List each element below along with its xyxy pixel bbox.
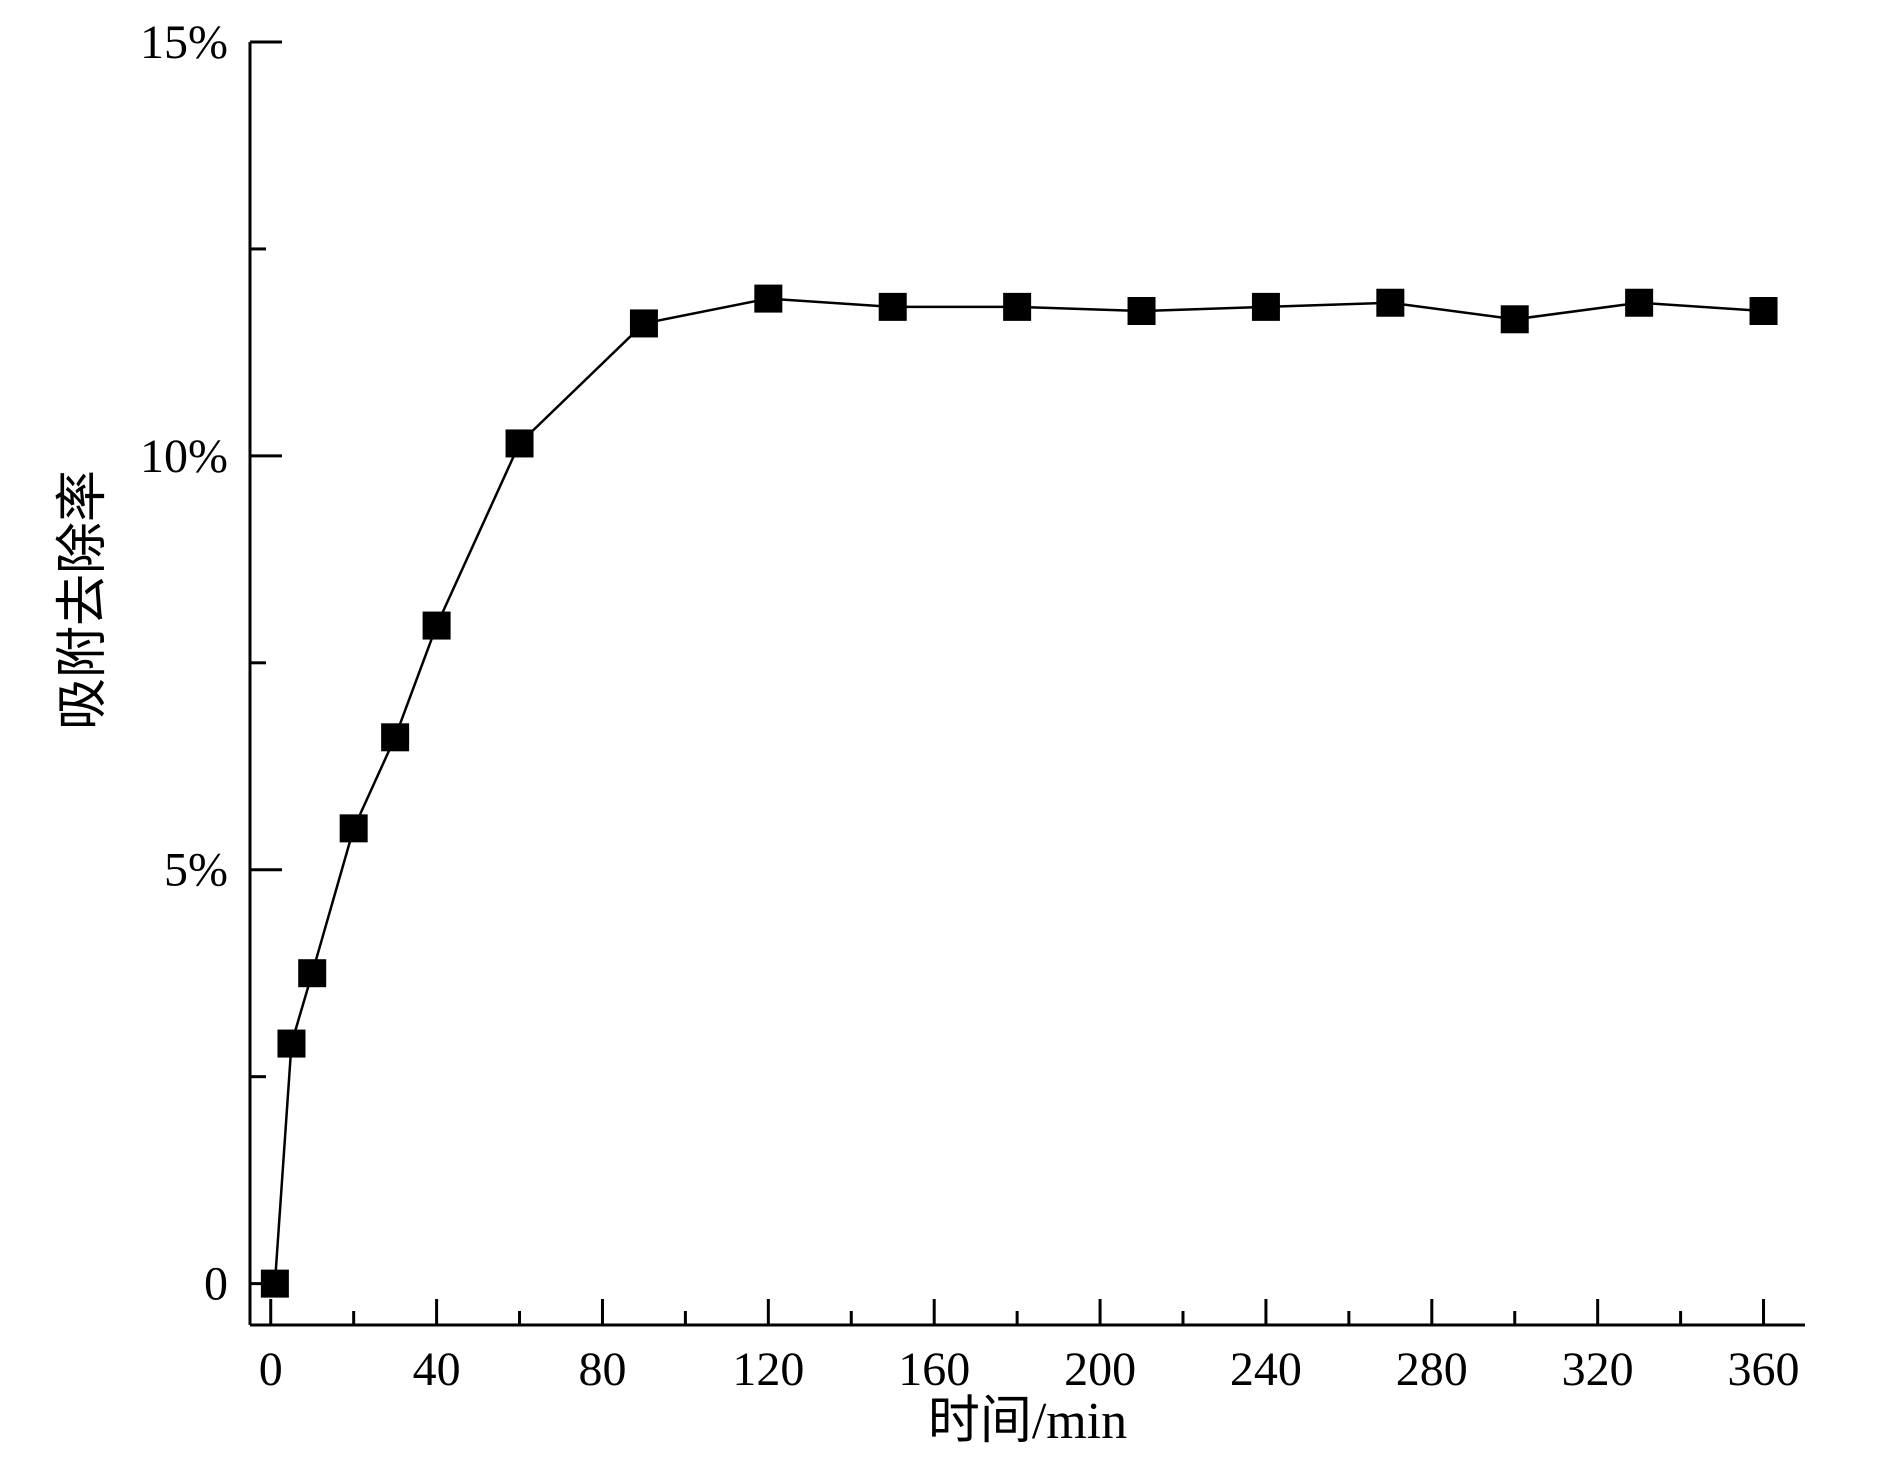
x-tick-label: 80 [578, 1343, 626, 1396]
data-point-marker [505, 429, 534, 458]
data-point-marker [1003, 292, 1032, 321]
data-point-marker [629, 309, 658, 338]
data-point-marker [422, 611, 451, 640]
y-tick-label: 15% [140, 16, 228, 69]
data-point-marker [1127, 297, 1156, 326]
data-point-marker [1251, 292, 1280, 321]
x-tick-label: 320 [1562, 1343, 1634, 1396]
y-axis-label: 吸附去除率 [55, 470, 112, 730]
y-tick-label: 0 [204, 1258, 228, 1311]
x-tick-label: 40 [413, 1343, 461, 1396]
y-tick-label: 5% [164, 844, 228, 897]
data-point-marker [878, 292, 907, 321]
data-point-marker [298, 959, 327, 988]
series-line [273, 297, 1764, 1284]
data-point-marker [1625, 288, 1654, 317]
x-tick-label: 240 [1230, 1343, 1302, 1396]
x-tick-label: 280 [1396, 1343, 1468, 1396]
data-point-marker [1376, 288, 1405, 317]
data-point-marker [260, 1269, 289, 1298]
data-point-marker [1749, 297, 1778, 326]
x-tick-label: 120 [732, 1343, 804, 1396]
axes: 0 40 80 120 160 200 240 280 320 360 0 5% 10% 15% [140, 16, 1805, 1396]
y-tick-label: 10% [140, 430, 228, 483]
data-point-marker [339, 814, 368, 843]
x-tick-label: 0 [259, 1343, 283, 1396]
x-axis-label: 时间/min [928, 1393, 1127, 1450]
data-point-marker [1500, 305, 1529, 334]
data-point-marker [277, 1029, 306, 1058]
x-tick-label: 200 [1064, 1343, 1136, 1396]
data-point-marker [381, 723, 410, 752]
data-point-marker [754, 284, 783, 313]
x-tick-label: 160 [898, 1343, 970, 1396]
x-tick-label: 360 [1728, 1343, 1800, 1396]
data-series [260, 284, 1778, 1298]
